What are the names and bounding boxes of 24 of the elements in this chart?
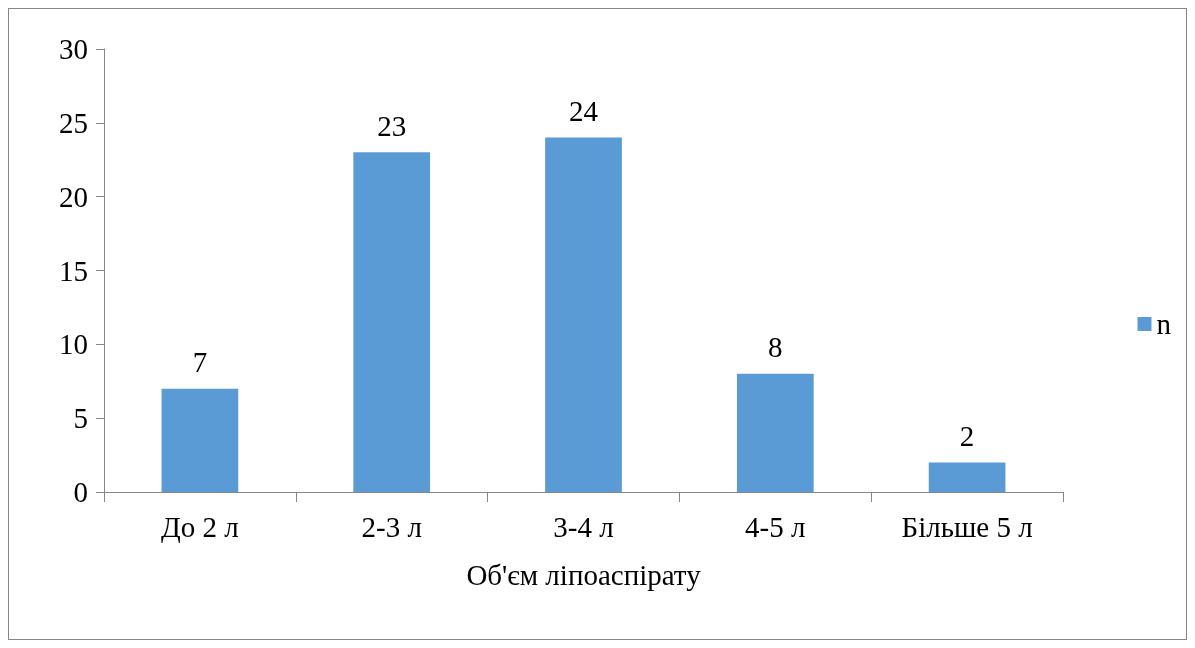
data-label: 23 [377,109,407,142]
x-axis-title: Об'єм ліпоаспірату [466,558,702,591]
legend-label: n [1156,308,1172,340]
bar [161,388,239,492]
bar [928,462,1006,492]
y-tick-label: 10 [59,328,88,361]
bar [353,152,431,492]
x-tick-label: 4-5 л [745,510,806,543]
x-tick-label: 2-3 л [361,510,422,543]
y-tick-label: 5 [73,402,88,435]
y-tick-label: 30 [59,33,88,65]
y-tick-label: 25 [59,106,88,139]
data-label: 8 [768,331,783,364]
bar [545,137,622,492]
x-tick-label: 3-4 л [553,510,614,543]
data-label: 24 [569,95,599,128]
y-tick-label: 15 [59,254,88,287]
bar [736,373,814,492]
data-label: 7 [192,346,208,379]
y-tick-label: 0 [73,476,88,508]
x-tick-label: Більше 5 л [901,510,1033,543]
x-tick-label: До 2 л [161,510,239,543]
y-tick-label: 20 [59,180,88,213]
data-label: 2 [959,419,975,452]
